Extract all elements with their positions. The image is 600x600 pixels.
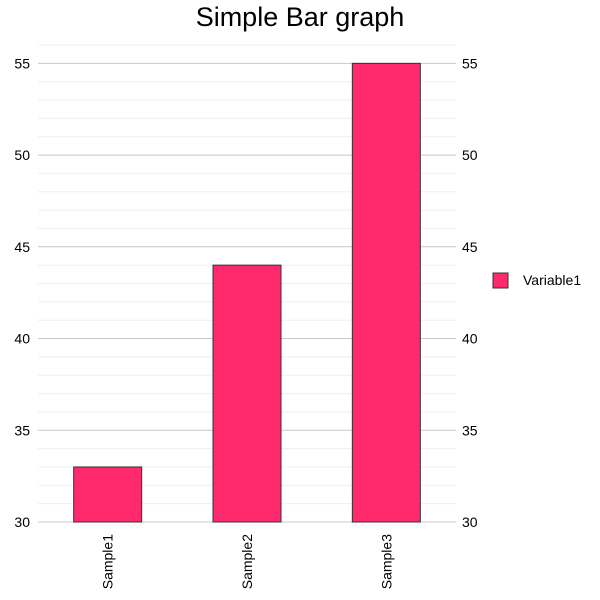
y-tick-label-right: 55 (462, 55, 478, 71)
y-tick-label-left: 55 (14, 55, 30, 71)
y-tick-label-left: 30 (14, 514, 30, 530)
x-tick-label: Sample3 (378, 534, 394, 589)
bars (74, 63, 421, 522)
y-tick-label-left: 45 (14, 239, 30, 255)
y-tick-label-right: 35 (462, 422, 478, 438)
y-tick-label-right: 45 (462, 239, 478, 255)
y-tick-label-right: 40 (462, 331, 478, 347)
legend: Variable1 (493, 272, 581, 288)
x-tick-label: Sample2 (239, 534, 255, 589)
y-tick-label-right: 30 (462, 514, 478, 530)
y-tick-label-left: 35 (14, 422, 30, 438)
y-tick-label-right: 50 (462, 147, 478, 163)
chart-title: Simple Bar graph (196, 2, 405, 32)
bar-sample1 (74, 467, 142, 522)
legend-swatch (493, 273, 508, 288)
legend-label: Variable1 (523, 272, 581, 288)
y-tick-label-left: 50 (14, 147, 30, 163)
x-tick-label: Sample1 (100, 534, 116, 589)
bar-sample3 (352, 63, 420, 522)
y-tick-label-left: 40 (14, 331, 30, 347)
bar-sample2 (213, 265, 281, 522)
